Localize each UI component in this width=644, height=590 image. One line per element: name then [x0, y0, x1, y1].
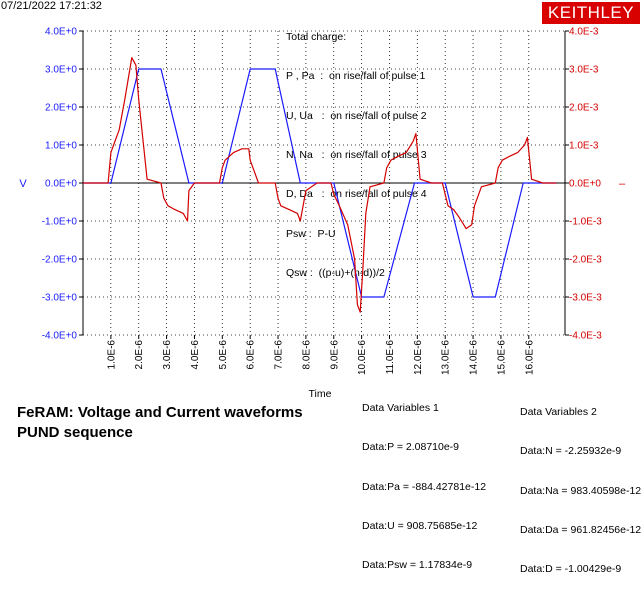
charge-legend: Total charge: P , Pa : on rise/fall of p…	[286, 5, 427, 293]
y-tick-label-right: -3.0E-3	[569, 293, 602, 304]
legend-line: Qsw : ((p-u)+(n-d))/2	[286, 266, 385, 279]
y-tick-label-right: 4.0E-3	[569, 27, 599, 38]
data-variables-1: Data Variables 1 Data:P = 2.08710e-9 Dat…	[362, 376, 486, 586]
x-tick-label: 1.0E-6	[106, 340, 117, 370]
data-variable: Data:Pa = -884.42781e-12	[362, 480, 487, 493]
x-tick-label: 13.0E-6	[441, 340, 452, 375]
y-tick-label-right: -2.0E-3	[569, 255, 602, 266]
x-tick-label: 4.0E-6	[190, 340, 201, 370]
y-axis-label-right: –	[619, 178, 626, 190]
x-tick-label: 14.0E-6	[469, 340, 480, 375]
x-tick-label: 6.0E-6	[246, 340, 257, 370]
x-tick-label: 8.0E-6	[301, 340, 312, 370]
legend-line: Total charge:	[286, 31, 347, 44]
data-variables-2: Data Variables 2 Data:N = -2.25932e-9 Da…	[520, 380, 641, 590]
series	[83, 56, 557, 313]
chart-subtitle: PUND sequence	[17, 424, 133, 441]
x-tick-label: 7.0E-6	[274, 340, 285, 370]
chart-title: FeRAM: Voltage and Current waveforms	[17, 404, 303, 421]
x-tick-label: 3.0E-6	[162, 340, 173, 370]
y-tick-label-left: 0.0E+0	[45, 179, 77, 190]
data-variable: Data:D = -1.00429e-9	[520, 563, 622, 576]
keithley-logo: KEITHLEY	[542, 2, 640, 24]
y-tick-label-left: 4.0E+0	[45, 27, 77, 38]
y-tick-label-left: 3.0E+0	[45, 65, 77, 76]
data-variable: Data:N = -2.25932e-9	[520, 445, 622, 458]
x-tick-label: 2.0E-6	[134, 340, 145, 370]
legend-line: Psw : P-U	[286, 227, 336, 240]
data-variable: Data:P = 2.08710e-9	[362, 441, 460, 454]
y-tick-label-left: 1.0E+0	[45, 141, 77, 152]
y-tick-label-left: 2.0E+0	[45, 103, 77, 114]
tick-labels: 4.0E+0 3.0E+0 2.0E+0 1.0E+0 0.0E+0 -1.0E+0 -2.…	[19, 27, 626, 401]
y-tick-label-right: 2.0E-3	[569, 103, 599, 114]
y-tick-label-right: 1.0E-3	[569, 141, 599, 152]
x-tick-label: 16.0E-6	[524, 340, 535, 375]
y-tick-label-left: -1.0E+0	[42, 217, 78, 228]
data-variable: Data:Na = 983.40598e-12	[520, 484, 642, 497]
x-tick-label: 12.0E-6	[413, 340, 424, 375]
x-tick-label: 15.0E-6	[496, 340, 507, 375]
legend-line: P , Pa : on rise/fall of pulse 1	[286, 70, 426, 83]
x-tick-label: 9.0E-6	[329, 340, 340, 370]
axes	[79, 30, 569, 339]
y-tick-label-right: -4.0E-3	[569, 331, 602, 342]
x-tick-label: 10.0E-6	[357, 340, 368, 375]
data-variables-2-heading: Data Variables 2	[520, 406, 597, 419]
y-tick-label-left: -2.0E+0	[42, 255, 78, 266]
y-tick-label-left: -4.0E+0	[42, 331, 78, 342]
waveform-chart: 4.0E+0 3.0E+0 2.0E+0 1.0E+0 0.0E+0 -1.0E+0 -2.…	[19, 27, 626, 401]
current-series-line	[83, 56, 557, 313]
data-variable: Data:Da = 961.82456e-12	[520, 524, 642, 537]
data-variables-1-heading: Data Variables 1	[362, 402, 439, 415]
x-tick-label: 5.0E-6	[218, 340, 229, 370]
data-variable: Data:Psw = 1.17834e-9	[362, 559, 473, 572]
y-tick-label-right: 0.0E+0	[569, 179, 601, 190]
y-tick-label-right: -1.0E-3	[569, 217, 602, 228]
timestamp: 07/21/2022 17:21:32	[1, 0, 102, 12]
x-tick-label: 11.0E-6	[385, 340, 396, 375]
y-axis-label-left: V	[19, 178, 27, 190]
x-axis-label: Time	[309, 388, 332, 400]
y-tick-label-left: -3.0E+0	[42, 293, 78, 304]
y-tick-label-right: 3.0E-3	[569, 65, 599, 76]
data-variable: Data:U = 908.75685e-12	[362, 520, 478, 533]
